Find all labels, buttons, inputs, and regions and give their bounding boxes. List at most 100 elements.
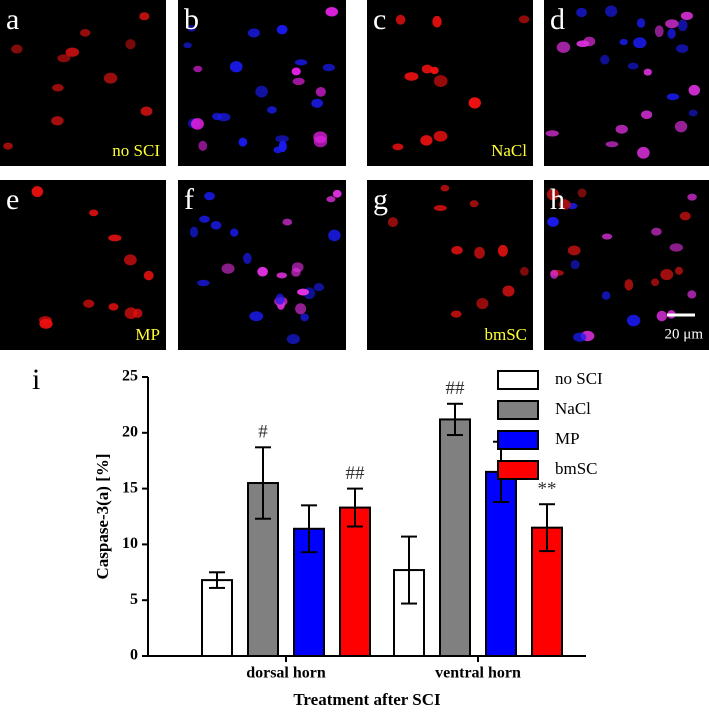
cell-nucleus <box>249 311 264 322</box>
cell-nucleus <box>247 28 260 38</box>
micrograph <box>367 0 533 166</box>
y-tick-label: 15 <box>122 479 138 496</box>
cell-nucleus <box>276 272 288 279</box>
significance-mark: ## <box>346 463 366 484</box>
cell-nucleus <box>198 140 208 151</box>
legend-swatch <box>497 400 539 420</box>
cell-nucleus <box>450 310 462 318</box>
cell-nucleus <box>255 85 268 98</box>
cell-nucleus <box>674 266 683 275</box>
cell-nucleus <box>674 120 688 133</box>
error-bar <box>447 402 463 437</box>
cell-nucleus <box>570 260 580 270</box>
panel-label: a <box>6 3 19 36</box>
cell-nucleus <box>276 24 288 35</box>
cell-nucleus <box>295 303 307 315</box>
cell-nucleus <box>80 28 91 37</box>
micrograph <box>367 180 533 350</box>
cell-nucleus <box>601 233 613 240</box>
cell-nucleus <box>387 217 399 228</box>
panel-label: e <box>6 183 19 216</box>
cell-nucleus <box>322 63 335 72</box>
x-axis-label: Treatment after SCI <box>293 690 441 709</box>
cell-nucleus <box>392 143 404 151</box>
significance-mark: ## <box>446 378 466 399</box>
cell-nucleus <box>573 332 587 342</box>
cell-nucleus <box>3 142 13 150</box>
cell-nucleus <box>31 186 44 198</box>
y-tick-label: 10 <box>122 535 138 552</box>
micrograph-panel: e MP <box>0 180 166 350</box>
cell-nucleus <box>601 291 611 300</box>
panel-label: c <box>373 3 386 36</box>
micrograph-panel: d <box>544 0 709 166</box>
significance-mark: # <box>258 422 268 443</box>
cell-nucleus <box>197 279 210 287</box>
cell-nucleus <box>687 193 697 201</box>
cell-nucleus <box>83 299 95 308</box>
cell-nucleus <box>433 75 448 87</box>
cell-nucleus <box>210 220 222 230</box>
cell-nucleus <box>615 124 628 134</box>
cell-nucleus <box>11 44 23 54</box>
x-tick-label: ventral horn <box>435 665 521 682</box>
cell-nucleus <box>328 229 341 242</box>
cell-nucleus <box>103 72 118 84</box>
micrograph-panel: h 20 μm <box>544 180 709 350</box>
cell-nucleus <box>139 12 150 21</box>
cell-nucleus <box>651 278 660 287</box>
cell-nucleus <box>583 36 596 47</box>
cell-nucleus <box>669 243 684 252</box>
scale-bar-label: 20 μm <box>665 326 704 342</box>
cell-nucleus <box>325 6 339 17</box>
y-axis-label: Caspase-3(a) [%] <box>93 453 112 579</box>
cell-nucleus <box>679 211 691 221</box>
legend-swatch <box>497 460 539 480</box>
cell-nucleus <box>313 131 328 144</box>
cell-nucleus <box>282 218 293 226</box>
panel-caption: MP <box>135 325 160 344</box>
cell-nucleus <box>199 215 210 223</box>
micrograph-panel: b <box>178 0 346 166</box>
cell-nucleus <box>143 270 154 281</box>
cell-nucleus <box>550 269 559 279</box>
cell-nucleus <box>518 15 530 24</box>
cell-nucleus <box>89 209 99 217</box>
cell-nucleus <box>433 204 447 212</box>
cell-nucleus <box>502 285 515 297</box>
cell-nucleus <box>519 266 529 276</box>
panel-label: h <box>550 183 565 216</box>
cell-nucleus <box>183 42 192 49</box>
legend-swatch <box>497 430 539 450</box>
cell-nucleus <box>546 188 560 201</box>
micrograph <box>0 0 166 166</box>
cell-nucleus <box>257 266 268 277</box>
panel-caption: no SCI <box>112 141 160 160</box>
cell-nucleus <box>624 279 634 291</box>
cell-nucleus <box>65 47 80 57</box>
y-tick-label: 25 <box>122 368 138 385</box>
cell-nucleus <box>273 146 283 154</box>
cell-nucleus <box>643 68 652 76</box>
cell-nucleus <box>57 54 71 63</box>
micrograph-panel: a no SCI <box>0 0 166 166</box>
cell-nucleus <box>680 11 693 21</box>
cell-nucleus <box>275 293 285 305</box>
cell-nucleus <box>633 37 647 49</box>
cell-nucleus <box>677 19 688 32</box>
cell-nucleus <box>605 141 619 148</box>
panel-label: i <box>32 363 40 396</box>
x-tick-label: dorsal horn <box>246 665 326 682</box>
error-bar <box>255 446 271 520</box>
cell-nucleus <box>300 313 309 322</box>
panel-caption: bmSC <box>484 325 527 344</box>
cell-nucleus <box>432 15 442 28</box>
cell-nucleus <box>433 130 448 142</box>
panel-label: g <box>373 183 388 216</box>
cell-nucleus <box>51 116 64 126</box>
cell-nucleus <box>545 130 559 137</box>
cell-nucleus <box>39 318 53 329</box>
cell-nucleus <box>666 93 680 101</box>
